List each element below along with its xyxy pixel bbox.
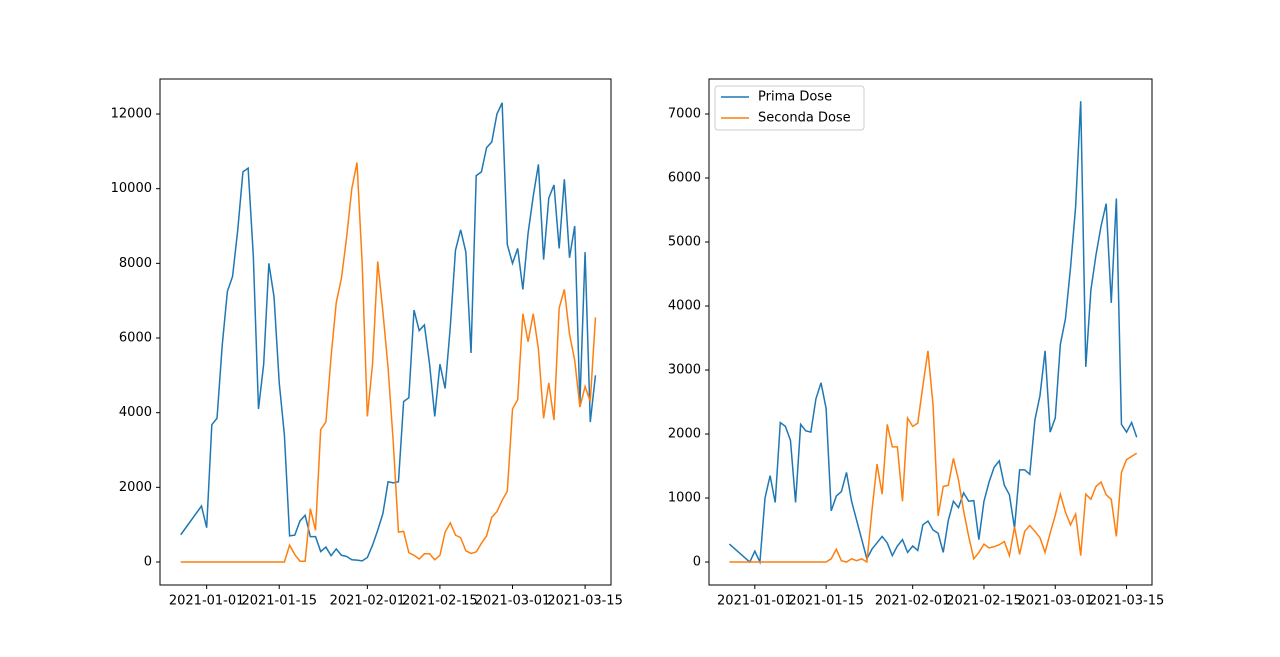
x-tick-label: 2021-02-15: [946, 594, 1022, 609]
y-tick-label: 2000: [119, 480, 152, 495]
x-tick-label: 2021-03-01: [1017, 594, 1093, 609]
x-tick-label: 2021-01-01: [169, 594, 245, 609]
y-tick-label: 6000: [119, 331, 152, 346]
y-tick-label: 3000: [668, 363, 701, 378]
series-line: [180, 102, 597, 562]
series-line: [728, 101, 1138, 565]
legend-label: Prima Dose: [758, 90, 832, 105]
legend-box: [714, 85, 865, 131]
y-tick-label: 12000: [111, 107, 152, 122]
x-tick-label: 2021-01-15: [788, 594, 864, 609]
y-tick-label: 0: [693, 555, 701, 570]
y-tick-label: 6000: [668, 171, 701, 186]
y-tick-label: 4000: [668, 299, 701, 314]
x-tick-label: 2021-03-15: [547, 594, 623, 609]
y-tick-label: 7000: [668, 107, 701, 122]
y-tick-label: 5000: [668, 235, 701, 250]
legend-label: Seconda Dose: [758, 111, 851, 126]
y-tick-label: 2000: [668, 427, 701, 442]
x-tick-label: 2021-02-01: [330, 594, 406, 609]
plot-area: [159, 78, 612, 586]
x-tick-label: 2021-03-15: [1089, 594, 1165, 609]
y-tick-label: 1000: [668, 491, 701, 506]
x-tick-label: 2021-02-15: [402, 594, 478, 609]
series-line: [729, 350, 1138, 564]
x-tick-label: 2021-01-01: [717, 594, 793, 609]
series-line: [180, 162, 597, 563]
y-tick-label: 10000: [111, 181, 152, 196]
y-tick-label: 8000: [119, 256, 152, 271]
x-tick-label: 2021-02-01: [875, 594, 951, 609]
y-tick-label: 0: [144, 555, 152, 570]
y-tick-label: 4000: [119, 405, 152, 420]
plot-area: [708, 78, 1153, 586]
x-tick-label: 2021-01-15: [241, 594, 317, 609]
x-tick-label: 2021-03-01: [475, 594, 551, 609]
